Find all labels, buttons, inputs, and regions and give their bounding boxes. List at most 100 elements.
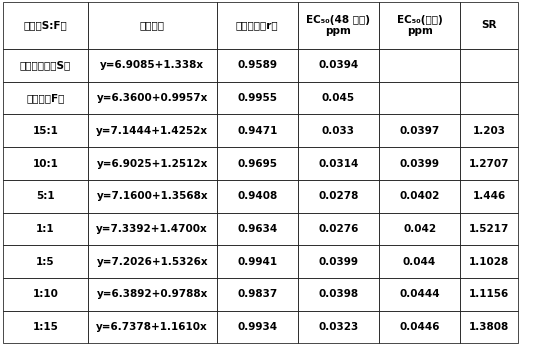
Text: 0.9955: 0.9955	[237, 93, 277, 103]
Text: 0.0402: 0.0402	[399, 191, 440, 201]
Text: 0.0323: 0.0323	[319, 322, 358, 332]
Text: EC₅₀(理论)
ppm: EC₅₀(理论) ppm	[397, 14, 443, 36]
Text: 1.1156: 1.1156	[469, 289, 509, 299]
Text: 1.3808: 1.3808	[469, 322, 509, 332]
Bar	[379, 49, 460, 82]
Bar	[217, 180, 298, 213]
Text: 0.0444: 0.0444	[399, 289, 440, 299]
Bar	[298, 278, 379, 310]
Bar	[298, 82, 379, 115]
Bar	[3, 278, 88, 310]
Text: 0.0397: 0.0397	[399, 126, 440, 136]
Text: 0.9695: 0.9695	[237, 158, 277, 168]
Bar	[88, 213, 217, 245]
Bar	[217, 278, 298, 310]
Bar	[460, 310, 519, 343]
Bar	[379, 310, 460, 343]
Bar	[298, 115, 379, 147]
Text: 1.2707: 1.2707	[469, 158, 510, 168]
Text: 10:1: 10:1	[32, 158, 58, 168]
Text: y=6.9025+1.2512x: y=6.9025+1.2512x	[96, 158, 208, 168]
Text: 0.0278: 0.0278	[318, 191, 358, 201]
Text: 0.0398: 0.0398	[319, 289, 358, 299]
Text: y=6.3892+0.9788x: y=6.3892+0.9788x	[96, 289, 208, 299]
Bar	[379, 115, 460, 147]
Text: y=7.2026+1.5326x: y=7.2026+1.5326x	[96, 257, 208, 267]
Bar	[217, 213, 298, 245]
Text: 1.1028: 1.1028	[469, 257, 509, 267]
Text: 0.0276: 0.0276	[318, 224, 358, 234]
Text: 1.5217: 1.5217	[469, 224, 510, 234]
Bar	[298, 147, 379, 180]
Text: 0.033: 0.033	[322, 126, 355, 136]
Bar	[3, 245, 88, 278]
Text: 0.0399: 0.0399	[399, 158, 440, 168]
Bar	[379, 245, 460, 278]
Text: 1:5: 1:5	[36, 257, 55, 267]
Bar	[3, 82, 88, 115]
Bar	[3, 115, 88, 147]
Text: 0.9934: 0.9934	[237, 322, 278, 332]
Text: 0.9408: 0.9408	[237, 191, 278, 201]
Text: EC₅₀(48 小时)
ppm: EC₅₀(48 小时) ppm	[306, 14, 371, 36]
Bar	[460, 180, 519, 213]
Text: 0.045: 0.045	[322, 93, 355, 103]
Bar	[379, 278, 460, 310]
Text: 0.042: 0.042	[403, 224, 436, 234]
Bar	[3, 49, 88, 82]
Text: 0.0399: 0.0399	[319, 257, 358, 267]
Bar	[88, 180, 217, 213]
Text: 1:15: 1:15	[32, 322, 58, 332]
Text: 1.446: 1.446	[473, 191, 506, 201]
Text: 1:1: 1:1	[36, 224, 55, 234]
Bar	[379, 82, 460, 115]
Text: 0.0314: 0.0314	[318, 158, 358, 168]
Bar	[298, 180, 379, 213]
Bar	[379, 180, 460, 213]
Text: 0.9634: 0.9634	[237, 224, 278, 234]
Bar	[88, 147, 217, 180]
Bar	[88, 2, 217, 49]
Text: 0.9471: 0.9471	[237, 126, 278, 136]
Text: 0.0446: 0.0446	[399, 322, 440, 332]
Text: 回归方程: 回归方程	[140, 20, 165, 30]
Text: y=6.3600+0.9957x: y=6.3600+0.9957x	[96, 93, 208, 103]
Bar	[3, 213, 88, 245]
Bar	[460, 213, 519, 245]
Bar	[298, 49, 379, 82]
Text: y=7.1600+1.3568x: y=7.1600+1.3568x	[96, 191, 208, 201]
Text: 氟唆环菌胺（S）: 氟唆环菌胺（S）	[19, 60, 71, 70]
Text: y=6.7378+1.1610x: y=6.7378+1.1610x	[96, 322, 208, 332]
Text: 氟啊胺（F）: 氟啊胺（F）	[26, 93, 64, 103]
Bar	[3, 310, 88, 343]
Bar	[217, 115, 298, 147]
Bar	[460, 278, 519, 310]
Text: 相关系数（r）: 相关系数（r）	[236, 20, 279, 30]
Text: 15:1: 15:1	[32, 126, 58, 136]
Bar	[298, 245, 379, 278]
Text: 0.9589: 0.9589	[237, 60, 277, 70]
Bar	[88, 49, 217, 82]
Text: y=7.1444+1.4252x: y=7.1444+1.4252x	[96, 126, 208, 136]
Bar	[3, 147, 88, 180]
Bar	[217, 310, 298, 343]
Bar	[88, 278, 217, 310]
Text: 1:10: 1:10	[32, 289, 58, 299]
Bar	[217, 147, 298, 180]
Text: 0.9941: 0.9941	[237, 257, 278, 267]
Bar	[3, 180, 88, 213]
Text: 配比（S:F）: 配比（S:F）	[23, 20, 67, 30]
Bar	[379, 147, 460, 180]
Bar	[298, 2, 379, 49]
Bar	[379, 213, 460, 245]
Text: 5:1: 5:1	[36, 191, 55, 201]
Bar	[217, 2, 298, 49]
Text: y=6.9085+1.338x: y=6.9085+1.338x	[100, 60, 204, 70]
Bar	[88, 82, 217, 115]
Bar	[460, 2, 519, 49]
Bar	[217, 49, 298, 82]
Text: SR: SR	[481, 20, 497, 30]
Bar	[3, 2, 88, 49]
Bar	[460, 82, 519, 115]
Bar	[460, 49, 519, 82]
